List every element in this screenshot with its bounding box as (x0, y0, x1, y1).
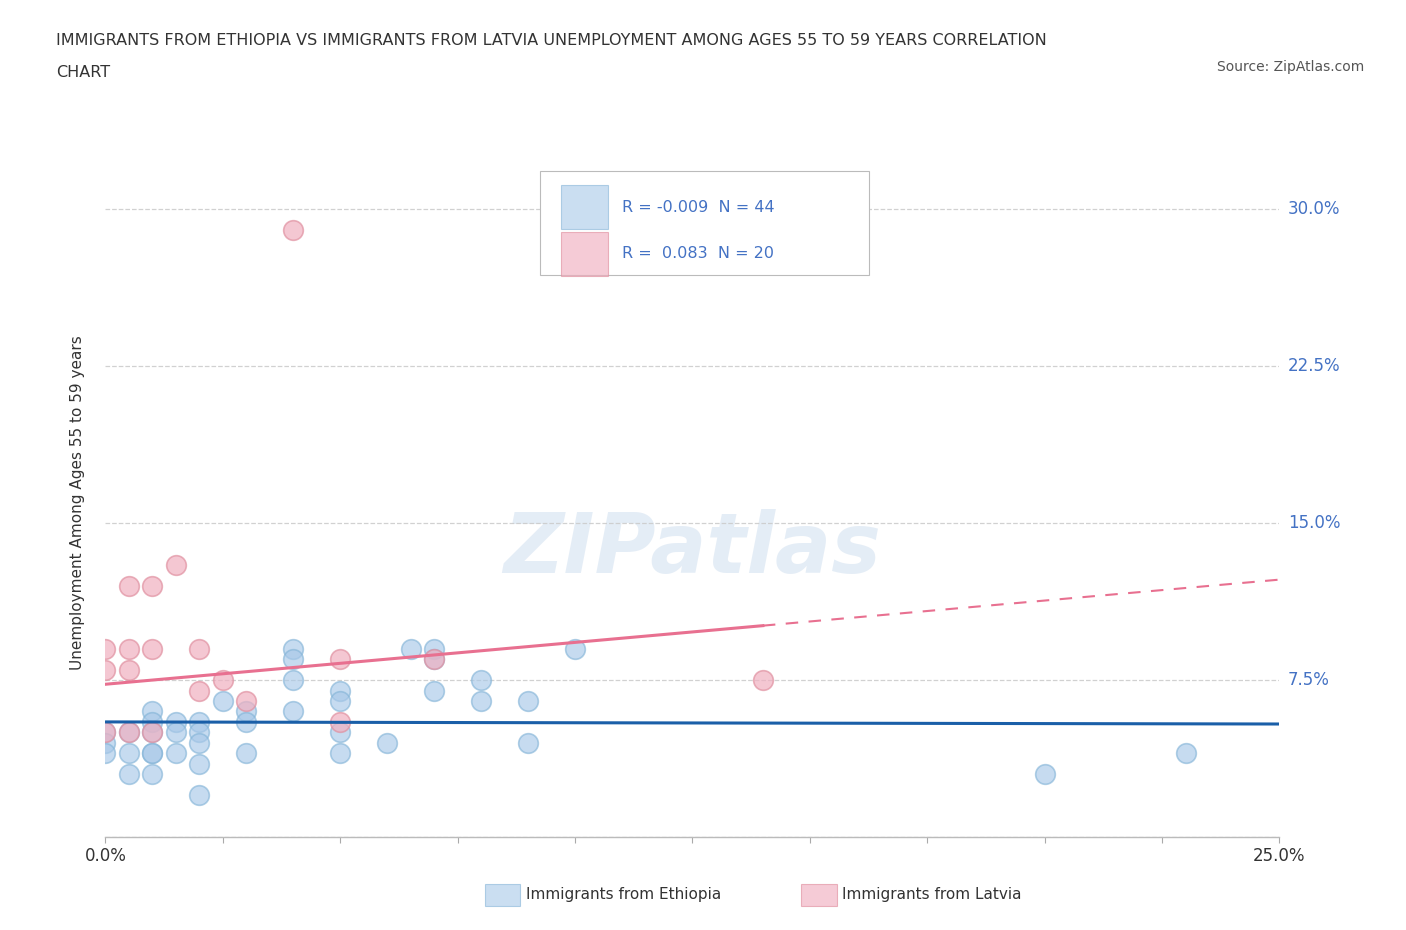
Point (118, 766, 141, 781)
Point (235, 746, 257, 761)
Point (188, 683, 211, 698)
Point (423, 642, 446, 657)
Point (423, 652, 446, 667)
Point (283, 652, 305, 667)
Point (141, 746, 163, 761)
Point (165, 714, 187, 729)
Point (211, 694, 233, 709)
Text: 7.5%: 7.5% (1288, 671, 1330, 689)
Point (564, 642, 586, 657)
Point (94, 642, 117, 657)
Point (283, 642, 305, 657)
Point (329, 714, 352, 729)
Point (470, 694, 492, 709)
Point (470, 672, 492, 687)
Text: 22.5%: 22.5% (1288, 357, 1340, 375)
Point (517, 736, 540, 751)
Bar (561, 232, 607, 275)
Point (141, 725, 163, 740)
Point (118, 662, 141, 677)
Point (375, 736, 398, 751)
Text: R =  0.083  N = 20: R = 0.083 N = 20 (621, 246, 775, 261)
Point (141, 766, 163, 781)
Point (94, 725, 117, 740)
Point (94, 746, 117, 761)
Point (188, 756, 211, 771)
Point (118, 746, 141, 761)
Point (141, 746, 163, 761)
Text: R = -0.009  N = 44: R = -0.009 N = 44 (621, 200, 775, 215)
Point (94, 736, 117, 751)
Point (329, 746, 352, 761)
Point (235, 694, 257, 709)
Text: IMMIGRANTS FROM ETHIOPIA VS IMMIGRANTS FROM LATVIA UNEMPLOYMENT AMONG AGES 55 TO: IMMIGRANTS FROM ETHIOPIA VS IMMIGRANTS F… (56, 33, 1047, 47)
Point (329, 652, 352, 667)
Point (211, 672, 233, 687)
Y-axis label: Unemployment Among Ages 55 to 59 years: Unemployment Among Ages 55 to 59 years (70, 335, 84, 670)
Point (165, 746, 187, 761)
Point (235, 714, 257, 729)
Text: CHART: CHART (56, 65, 110, 80)
Point (118, 642, 141, 657)
Point (141, 714, 163, 729)
Point (188, 714, 211, 729)
Bar (561, 185, 607, 229)
Point (141, 642, 163, 657)
Point (118, 725, 141, 740)
Point (752, 672, 775, 687)
Text: Immigrants from Ethiopia: Immigrants from Ethiopia (526, 887, 721, 902)
Text: ZIPatlas: ZIPatlas (503, 509, 882, 590)
Point (517, 694, 540, 709)
Point (141, 578, 163, 593)
Point (165, 725, 187, 740)
Text: 30.0%: 30.0% (1288, 200, 1340, 219)
FancyBboxPatch shape (540, 171, 869, 274)
Point (165, 558, 187, 573)
Point (188, 725, 211, 740)
Point (399, 642, 422, 657)
Point (329, 683, 352, 698)
Text: 15.0%: 15.0% (1288, 514, 1340, 532)
Point (94, 662, 117, 677)
Point (283, 223, 305, 238)
Point (329, 725, 352, 740)
Point (283, 704, 305, 719)
Point (188, 642, 211, 657)
Point (141, 725, 163, 740)
Text: Immigrants from Latvia: Immigrants from Latvia (842, 887, 1022, 902)
Point (235, 704, 257, 719)
Point (118, 578, 141, 593)
Text: Source: ZipAtlas.com: Source: ZipAtlas.com (1216, 60, 1364, 74)
Point (1033, 766, 1056, 781)
Point (283, 672, 305, 687)
Point (423, 683, 446, 698)
Point (188, 788, 211, 803)
Point (329, 694, 352, 709)
Point (1174, 746, 1197, 761)
Point (188, 736, 211, 751)
Point (94, 725, 117, 740)
Point (141, 704, 163, 719)
Point (118, 725, 141, 740)
Point (423, 652, 446, 667)
